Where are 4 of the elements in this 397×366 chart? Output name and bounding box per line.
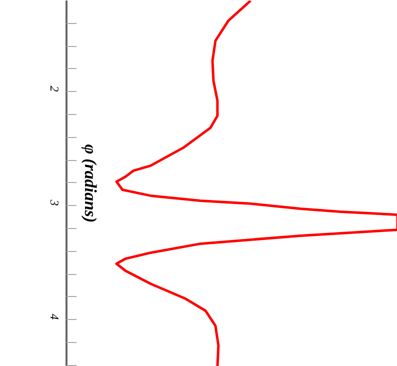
y-axis-title: φ (radians) [81, 144, 100, 223]
y-tick-label: 3 [48, 198, 62, 206]
y-tick-label: 2 [48, 86, 62, 92]
y-tick-label: 4 [48, 314, 62, 320]
